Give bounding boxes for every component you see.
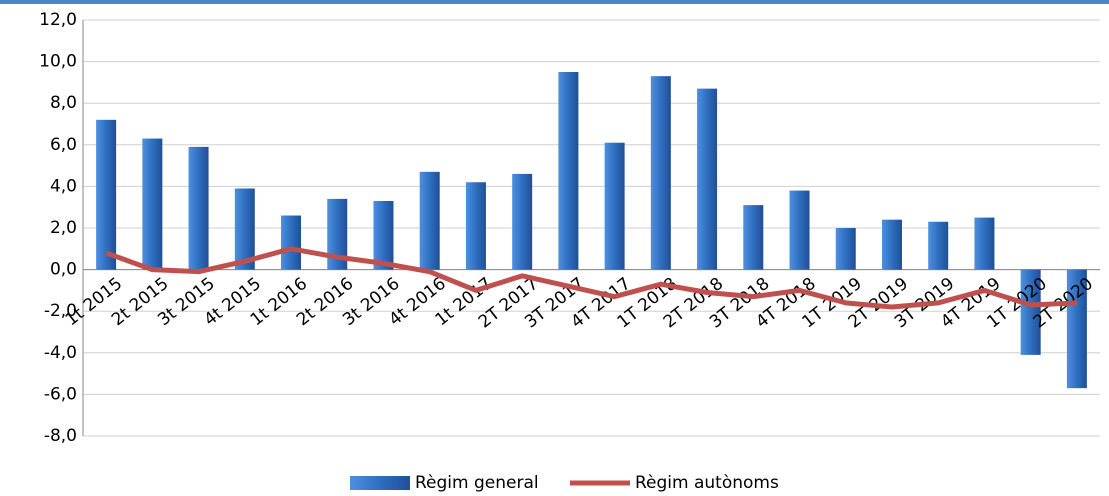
top-border xyxy=(0,0,1109,4)
bar xyxy=(1066,269,1087,389)
bar xyxy=(743,205,764,270)
bar xyxy=(96,119,117,270)
y-tick-label: 6,0 xyxy=(50,135,77,155)
bar xyxy=(558,72,579,270)
y-tick-label: 8,0 xyxy=(50,93,77,113)
bar xyxy=(697,88,718,270)
bar xyxy=(835,228,856,270)
bar xyxy=(512,173,533,270)
bar xyxy=(928,221,949,270)
bar xyxy=(419,171,440,270)
y-tick-label: 2,0 xyxy=(50,218,77,238)
y-tick-label: 12,0 xyxy=(39,10,77,30)
legend-label: Règim general xyxy=(415,473,539,493)
bar xyxy=(234,188,255,270)
bar xyxy=(881,219,902,270)
y-tick-label: 0,0 xyxy=(50,260,77,280)
y-tick-label: -2,0 xyxy=(44,301,77,321)
y-tick-label: -8,0 xyxy=(44,426,77,446)
bar xyxy=(327,198,348,270)
bar xyxy=(974,217,995,270)
bar xyxy=(650,76,671,270)
y-tick-label: -6,0 xyxy=(44,384,77,404)
bar xyxy=(1020,269,1041,355)
y-tick-label: -4,0 xyxy=(44,343,77,363)
bar xyxy=(142,138,163,270)
bar xyxy=(281,215,302,270)
bar xyxy=(604,142,625,270)
bar xyxy=(373,200,394,270)
legend-swatch xyxy=(350,476,410,490)
line xyxy=(105,246,1077,310)
bar xyxy=(188,146,209,270)
y-tick-label: 10,0 xyxy=(39,52,77,72)
y-tick-label: 4,0 xyxy=(50,176,77,196)
bar xyxy=(789,190,810,270)
legend-label: Règim autònoms xyxy=(635,473,779,493)
bar xyxy=(465,182,486,270)
